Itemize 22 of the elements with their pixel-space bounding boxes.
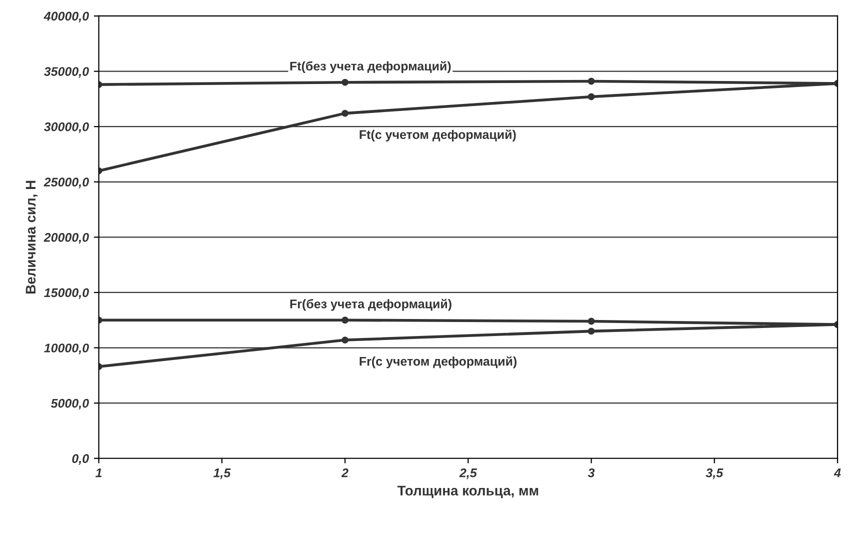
y-axis-title: Величина сил, Н — [26, 180, 38, 294]
series-label: Ft(с учетом деформаций) — [360, 130, 516, 142]
y-tick-label: 0,0 — [72, 454, 89, 465]
y-tick-label: 20000,0 — [44, 232, 89, 244]
y-tick-label: 10000,0 — [44, 344, 89, 354]
y-tick-label: 15000,0 — [44, 288, 89, 299]
series-label: Fr(без учета деформаций) — [290, 298, 452, 311]
x-tick-label: 1,5 — [213, 468, 231, 480]
x-tick-label: 2,5 — [459, 468, 477, 480]
x-tick-label: 2 — [341, 468, 348, 478]
x-tick-label: 1 — [96, 468, 102, 478]
y-tick-label: 25000,0 — [44, 178, 89, 188]
x-tick-label: 3,5 — [706, 468, 724, 480]
x-tick-label: 3 — [588, 468, 595, 478]
x-tick-label: 4 — [834, 468, 841, 478]
y-tick-label: 5000,0 — [50, 398, 89, 410]
y-tick-label: 35000,0 — [44, 67, 89, 78]
y-tick-label: 30000,0 — [44, 122, 89, 134]
y-tick-label: 40000,0 — [44, 12, 89, 22]
series-label: Fr(с учетом деформаций) — [360, 356, 516, 368]
x-axis-title: Толщина кольца, мм — [397, 486, 538, 498]
series-label: Ft(без учета деформаций) — [290, 61, 451, 74]
